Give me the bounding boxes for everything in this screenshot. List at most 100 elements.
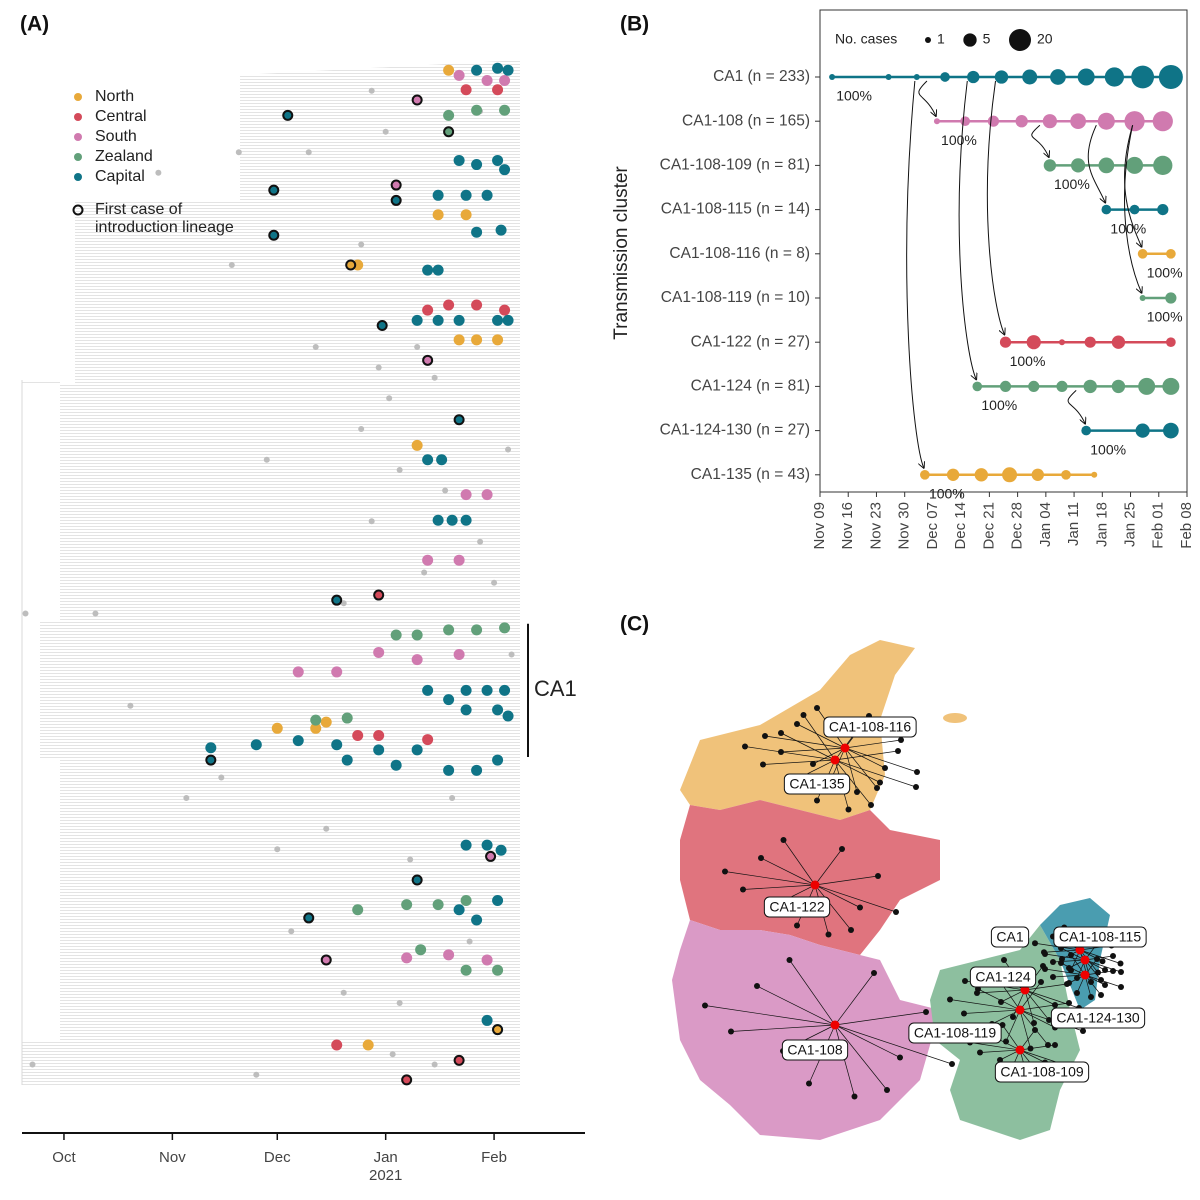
link-decor	[1079, 949, 1121, 964]
tip-point	[492, 154, 504, 166]
tip-point	[499, 304, 511, 316]
tip-point	[331, 666, 343, 678]
case-decor	[914, 769, 920, 775]
tip-point	[340, 600, 347, 607]
case-decor	[882, 765, 888, 771]
cluster-label: CA1-124	[975, 969, 1030, 985]
case-decor	[961, 1010, 967, 1017]
case-dot	[1043, 159, 1057, 172]
tip-point	[305, 149, 312, 156]
case-dot	[1015, 115, 1028, 128]
tip-point	[432, 899, 444, 911]
share-label: 100%	[981, 397, 1017, 413]
tip-point	[481, 839, 493, 851]
case-decor	[898, 737, 904, 743]
case-decor	[786, 957, 793, 963]
x-year-label: 2021	[369, 1167, 402, 1184]
tip-point	[411, 654, 423, 666]
tip-point	[432, 209, 444, 221]
size-legend-label: 1	[937, 31, 945, 47]
case-decor	[874, 785, 880, 791]
case-dot	[1077, 68, 1095, 86]
tip-point	[431, 374, 438, 381]
case-decor	[728, 1028, 734, 1035]
tip-point	[492, 704, 504, 716]
cluster-label-box	[763, 896, 831, 918]
cluster-label-box	[908, 1022, 1002, 1044]
tip-point	[415, 944, 427, 956]
cluster-hub	[1020, 985, 1030, 995]
case-dot	[1166, 248, 1176, 259]
link-decor	[844, 739, 902, 749]
case-decor	[877, 779, 883, 786]
case-dot	[1083, 379, 1097, 394]
case-dot	[1022, 69, 1038, 85]
tip-point	[492, 895, 504, 906]
tip-point	[310, 714, 322, 726]
plot-frame	[819, 9, 1188, 493]
x-tick-label: Jan 04	[1037, 502, 1054, 547]
tip-point	[320, 716, 332, 728]
first-case-point	[443, 126, 455, 138]
link-decor	[844, 747, 886, 769]
ancestry-arrow	[1087, 124, 1105, 203]
size-legend-dot	[925, 37, 931, 43]
tip-point	[183, 795, 190, 801]
tip-point	[471, 104, 483, 116]
case-decor	[1066, 1000, 1072, 1006]
cluster-label-box	[969, 966, 1037, 988]
case-decor	[754, 983, 760, 989]
share-label: 100%	[929, 486, 965, 502]
link-decor	[814, 884, 897, 913]
case-decor	[839, 846, 845, 852]
tip-point	[443, 624, 455, 636]
tip-point	[481, 189, 493, 201]
tip-point	[389, 1051, 396, 1058]
tip-point	[323, 825, 330, 832]
case-decor	[762, 733, 768, 739]
case-dot	[1165, 292, 1177, 304]
region-north	[680, 640, 915, 820]
case-dot	[913, 74, 920, 80]
case-dot	[920, 469, 930, 480]
case-dot	[1158, 65, 1183, 89]
island	[943, 713, 967, 723]
case-dot	[1138, 377, 1156, 395]
tip-point	[422, 264, 434, 276]
tip-point	[443, 64, 455, 76]
tip-point	[499, 104, 511, 116]
case-decor	[1088, 994, 1094, 1000]
y-tick-label: CA1-108-116 (n = 8)	[669, 245, 810, 262]
link-decor	[1043, 949, 1081, 953]
ancestry-arrow	[1124, 125, 1142, 293]
y-tick-label: CA1-122 (n = 27)	[691, 333, 810, 350]
case-decor	[895, 748, 901, 754]
share-label: 100%	[836, 88, 872, 104]
tip-point	[508, 651, 515, 658]
case-dot	[1129, 204, 1140, 215]
first-case-point	[411, 874, 423, 886]
link-decor	[1019, 1009, 1056, 1028]
cluster-label: CA1	[996, 929, 1023, 945]
tip-point	[471, 334, 483, 346]
tip-point	[310, 722, 322, 734]
link-decor	[704, 1005, 836, 1026]
tip-point	[495, 224, 507, 236]
link-decor	[814, 884, 852, 931]
case-decor	[1032, 940, 1038, 947]
tip-point	[442, 487, 449, 494]
cluster-label-box	[781, 1039, 849, 1061]
case-decor	[1074, 990, 1080, 996]
cluster-hub	[1075, 945, 1085, 955]
case-decor	[800, 712, 807, 718]
case-dot	[1031, 468, 1044, 481]
link-decor	[949, 999, 1021, 1011]
link-decor	[780, 732, 836, 761]
legend-label: introduction lineage	[95, 219, 234, 236]
link-decor	[1024, 989, 1035, 1024]
tip-point	[218, 774, 225, 781]
link-decor	[834, 759, 881, 783]
x-tick-label: Nov 16	[839, 502, 856, 550]
tip-point	[235, 149, 242, 156]
first-case-point	[320, 954, 332, 966]
